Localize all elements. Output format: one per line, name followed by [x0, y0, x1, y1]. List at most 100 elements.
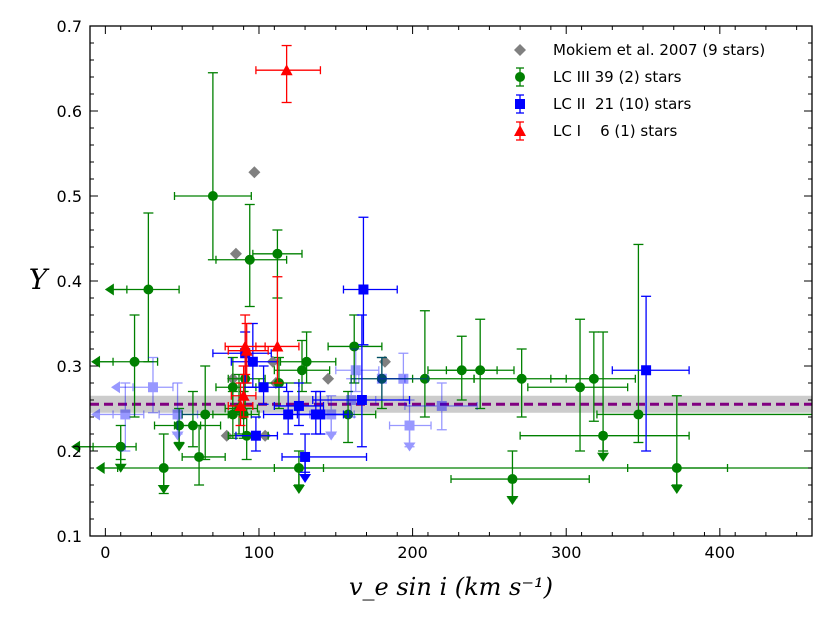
marker-circle — [158, 463, 169, 473]
data-point — [91, 382, 145, 452]
left-limit-arrow — [71, 440, 81, 453]
legend-label: LC II 21 (10) stars — [553, 95, 691, 113]
x-tick-label: 0 — [100, 543, 110, 562]
marker-square — [258, 382, 269, 393]
marker-circle — [598, 430, 609, 441]
data-point — [262, 390, 314, 435]
marker-circle — [349, 341, 360, 352]
marker-circle — [272, 248, 283, 259]
marker-circle — [588, 373, 599, 384]
data-point — [611, 295, 690, 452]
marker-circle — [475, 365, 486, 376]
data-point — [388, 399, 432, 452]
series-3 — [224, 44, 322, 427]
marker-square — [326, 409, 337, 420]
marker-circle — [301, 356, 312, 367]
data-point — [255, 44, 322, 104]
data-point — [281, 433, 368, 483]
data-point — [358, 356, 406, 401]
legend-marker-triangle — [514, 125, 526, 136]
marker-square — [247, 356, 258, 367]
marker-square — [358, 284, 369, 295]
plot-area — [90, 26, 812, 536]
marker-square — [283, 409, 294, 420]
data-point — [627, 395, 729, 494]
upper-limit-arrow — [670, 485, 683, 494]
marker-circle — [143, 284, 154, 295]
data-point — [309, 395, 355, 441]
legend-item-2: LC II 21 (10) stars — [515, 94, 691, 114]
marker-square — [404, 420, 415, 431]
marker-triangle — [240, 344, 253, 356]
marker-circle — [293, 463, 304, 473]
upper-limit-arrow — [292, 485, 305, 494]
data-point — [273, 382, 325, 427]
data-point — [335, 348, 380, 393]
data-point — [342, 216, 398, 346]
marker-diamond — [248, 166, 261, 179]
marker-square — [641, 365, 652, 376]
data-point — [71, 424, 137, 473]
marker-square — [293, 400, 304, 411]
legend-marker-circle — [515, 72, 525, 82]
marker-square — [120, 409, 131, 420]
marker-circle — [200, 409, 211, 420]
data-point — [312, 314, 411, 448]
legend-label: Mokiem et al. 2007 (9 stars) — [553, 41, 765, 59]
legend-marker-diamond — [514, 44, 526, 56]
marker-circle — [129, 356, 140, 367]
marker-square — [147, 382, 158, 393]
marker-square — [300, 451, 311, 462]
data-point — [519, 331, 690, 462]
upper-limit-arrow — [597, 452, 610, 462]
data-point — [235, 416, 279, 452]
y-tick-label: 0.6 — [57, 102, 82, 121]
x-tick-label: 300 — [551, 543, 582, 562]
data-point — [527, 318, 629, 452]
upper-limit-arrow — [157, 485, 170, 494]
upper-limit-arrow — [173, 442, 186, 452]
data-point — [327, 314, 383, 384]
data-point — [322, 372, 335, 385]
legend-marker-square — [515, 99, 525, 109]
data-point — [111, 356, 174, 414]
data-point — [248, 166, 261, 179]
marker-diamond — [322, 372, 335, 385]
marker-circle — [575, 382, 586, 393]
marker-circle — [207, 191, 218, 201]
marker-circle — [507, 474, 518, 485]
marker-circle — [633, 409, 644, 420]
x-tick-label: 200 — [397, 543, 428, 562]
y-tick-label: 0.1 — [57, 527, 82, 546]
y-axis-title: Y — [29, 263, 50, 296]
legend-label: LC III 39 (2) stars — [553, 68, 682, 86]
data-point — [596, 243, 812, 444]
reference-band — [90, 395, 812, 413]
marker-circle — [227, 382, 238, 393]
left-limit-arrow — [95, 462, 105, 474]
marker-square — [350, 365, 361, 376]
data-point — [173, 72, 252, 261]
x-tick-label: 400 — [705, 543, 736, 562]
upper-limit-arrow — [325, 431, 338, 441]
y-tick-label: 0.7 — [57, 17, 82, 36]
upper-limit-arrow — [171, 431, 184, 441]
marker-square — [356, 395, 367, 405]
data-point — [296, 390, 349, 435]
series-2 — [91, 216, 690, 483]
marker-square — [436, 400, 447, 411]
legend-item-3: LC I 6 (1) stars — [514, 121, 677, 141]
data-point — [404, 382, 478, 431]
legend-item-0: Mokiem et al. 2007 (9 stars) — [514, 41, 765, 59]
data-point — [255, 276, 300, 384]
y-tick-label: 0.2 — [57, 442, 82, 461]
marker-square — [250, 430, 261, 441]
data-point — [550, 331, 636, 422]
left-limit-arrow — [91, 408, 101, 421]
upper-limit-arrow — [403, 442, 416, 452]
x-tick-label: 100 — [244, 543, 275, 562]
data-point — [91, 314, 159, 418]
marker-circle — [419, 373, 430, 384]
marker-square — [376, 373, 387, 384]
legend-item-1: LC III 39 (2) stars — [515, 67, 682, 87]
